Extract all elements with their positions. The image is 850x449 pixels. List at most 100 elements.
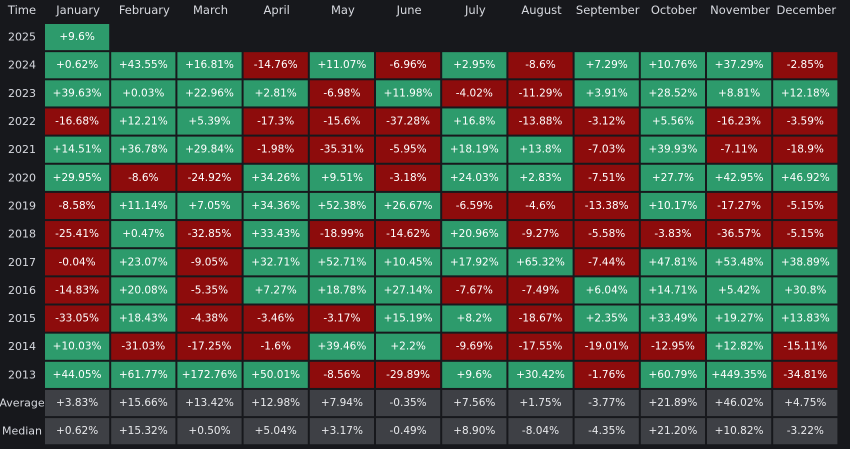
- cell-2016-june: [376, 277, 441, 304]
- cell-2021-january: [45, 136, 110, 163]
- cell-2014-june: [376, 333, 441, 360]
- cell-value-2024-may: +11.07%: [317, 59, 366, 71]
- cell-value-2014-june: +2.2%: [390, 341, 425, 353]
- cell-value-2022-december: -3.59%: [787, 116, 824, 128]
- summary-value-median-july: +8.90%: [453, 425, 495, 437]
- cell-value-2019-july: -6.59%: [456, 200, 493, 212]
- cell-2017-august: [508, 249, 573, 276]
- cell-2020-july: [442, 164, 507, 191]
- cell-value-2014-september: -19.01%: [585, 341, 629, 353]
- cell-2013-september: [574, 361, 639, 388]
- cell-value-2016-february: +20.08%: [119, 284, 168, 296]
- cell-2024-december: [773, 52, 838, 79]
- cell-2021-march: [177, 136, 242, 163]
- cell-value-2015-june: +15.19%: [384, 313, 433, 325]
- cell-2021-july: [442, 136, 507, 163]
- cell-2022-june: [376, 108, 441, 135]
- cell-2023-june: [376, 80, 441, 107]
- cell-2018-july: [442, 221, 507, 248]
- cell-value-2020-july: +24.03%: [450, 172, 499, 184]
- cell-2015-february: [111, 305, 176, 332]
- cell-2016-july: [442, 277, 507, 304]
- cell-value-2023-march: +22.96%: [185, 87, 234, 99]
- cell-2020-may: [309, 164, 374, 191]
- cell-2017-december: [773, 249, 838, 276]
- cell-value-2018-june: -14.62%: [386, 228, 430, 240]
- cell-value-2017-february: +23.07%: [119, 256, 168, 268]
- cell-value-2022-july: +16.8%: [453, 116, 495, 128]
- cell-2018-november: [707, 221, 772, 248]
- cell-2017-april: [243, 249, 308, 276]
- cell-2019-november: [707, 192, 772, 220]
- row-label-2018: 2018: [8, 228, 36, 241]
- row-label-2019: 2019: [8, 199, 36, 212]
- cell-value-2018-february: +0.47%: [122, 228, 164, 240]
- cell-2019-june: [376, 192, 441, 220]
- summary-value-median-may: +3.17%: [321, 425, 363, 437]
- cell-2018-january: [45, 221, 110, 248]
- summary-cell-median-may: [309, 418, 374, 445]
- cell-value-2016-may: +18.78%: [317, 284, 366, 296]
- cell-value-2015-april: -3.46%: [257, 313, 294, 325]
- summary-cell-median-december: [773, 418, 838, 445]
- cell-value-2015-november: +19.27%: [715, 313, 764, 325]
- cell-value-2024-january: +0.62%: [56, 59, 98, 71]
- cell-value-2014-may: +39.46%: [317, 341, 366, 353]
- cell-2016-august: [508, 277, 573, 304]
- cell-value-2018-january: -25.41%: [55, 228, 99, 240]
- summary-cell-average-february: [111, 389, 176, 417]
- cell-value-2022-october: +5.56%: [652, 116, 694, 128]
- cell-value-2023-may: -6.98%: [323, 87, 360, 99]
- cell-2023-february: [111, 80, 176, 107]
- cell-value-2022-april: -17.3%: [257, 116, 294, 128]
- cell-value-2019-october: +10.17%: [648, 200, 697, 212]
- cell-value-2014-august: -17.55%: [519, 341, 563, 353]
- cell-value-2024-june: -6.96%: [390, 59, 427, 71]
- cell-2019-april: [243, 192, 308, 220]
- cell-2019-august: [508, 192, 573, 220]
- cell-2024-may: [309, 52, 374, 79]
- cell-value-2018-august: -9.27%: [522, 228, 559, 240]
- cell-2014-march: [177, 333, 242, 360]
- cell-value-2015-august: -18.67%: [519, 313, 563, 325]
- summary-cell-average-december: [773, 389, 838, 417]
- cell-value-2013-october: +60.79%: [648, 369, 697, 381]
- cell-value-2021-july: +18.19%: [450, 144, 499, 156]
- cell-2014-october: [640, 333, 705, 360]
- cell-value-2024-october: +10.76%: [648, 59, 697, 71]
- cell-value-2018-november: -36.57%: [717, 228, 761, 240]
- cell-2015-july: [442, 305, 507, 332]
- cell-2014-december: [773, 333, 838, 360]
- cell-2018-april: [243, 221, 308, 248]
- cell-2025-january: [45, 24, 110, 51]
- cell-value-2020-august: +2.83%: [519, 172, 561, 184]
- cell-value-2020-april: +34.26%: [251, 172, 300, 184]
- cell-2017-february: [111, 249, 176, 276]
- cell-value-2017-november: +53.48%: [715, 256, 764, 268]
- cell-value-2014-january: +10.03%: [53, 341, 102, 353]
- cell-2023-september: [574, 80, 639, 107]
- cell-value-2019-march: +7.05%: [188, 200, 230, 212]
- cell-value-2017-january: -0.04%: [59, 256, 96, 268]
- summary-value-median-october: +21.20%: [648, 425, 697, 437]
- cell-2022-august: [508, 108, 573, 135]
- cell-2014-november: [707, 333, 772, 360]
- cell-2023-january: [45, 80, 110, 107]
- summary-value-average-october: +21.89%: [648, 397, 697, 409]
- cell-value-2016-july: -7.67%: [456, 284, 493, 296]
- cell-value-2016-august: -7.49%: [522, 284, 559, 296]
- cell-2024-september: [574, 52, 639, 79]
- cell-value-2023-october: +28.52%: [648, 87, 697, 99]
- cell-2024-february: [111, 52, 176, 79]
- cell-2020-february: [111, 164, 176, 191]
- column-header-march: March: [193, 3, 228, 17]
- summary-value-average-august: +1.75%: [519, 397, 561, 409]
- cell-value-2018-october: -3.83%: [654, 228, 691, 240]
- cell-2024-april: [243, 52, 308, 79]
- cell-value-2023-february: +0.03%: [122, 87, 164, 99]
- summary-value-median-august: -8.04%: [522, 425, 559, 437]
- cell-value-2017-june: +10.45%: [384, 256, 433, 268]
- cell-2017-october: [640, 249, 705, 276]
- cell-value-2016-june: +27.14%: [384, 284, 433, 296]
